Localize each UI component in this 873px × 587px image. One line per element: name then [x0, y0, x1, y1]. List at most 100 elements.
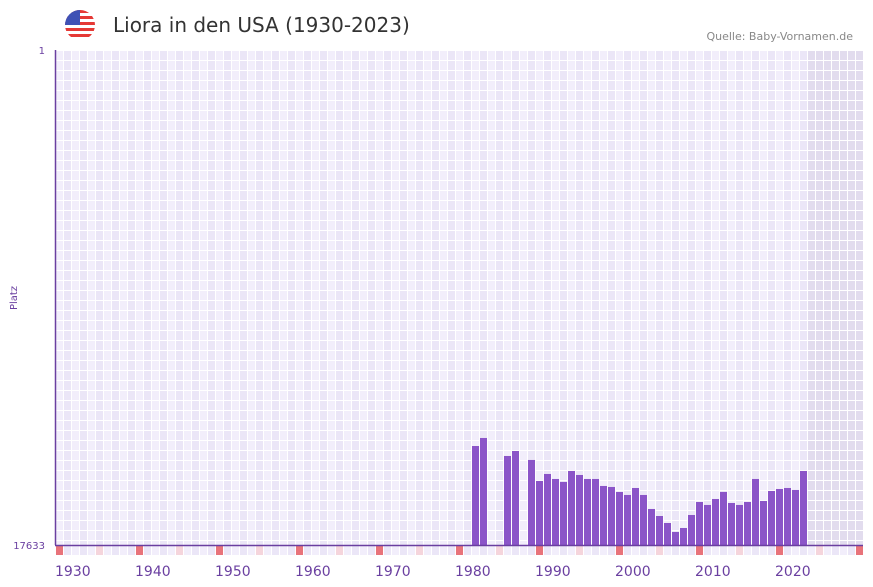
source-link[interactable]: Quelle: Baby-Vornamen.de — [706, 30, 853, 43]
grid-cell — [776, 421, 783, 430]
grid-cell — [80, 281, 87, 290]
grid-cell — [736, 141, 743, 150]
grid-cell — [384, 71, 391, 80]
grid-cell — [464, 471, 471, 480]
grid-cell — [504, 71, 511, 80]
grid-cell — [280, 541, 287, 545]
grid-cell — [664, 171, 671, 180]
grid-cell — [824, 301, 831, 310]
grid-cell — [736, 281, 743, 290]
grid-cell — [632, 291, 639, 300]
grid-cell — [376, 91, 383, 100]
grid-cell — [768, 171, 775, 180]
grid-cell — [632, 441, 639, 450]
grid-cell — [816, 61, 823, 70]
grid-cell — [288, 131, 295, 140]
grid-cell — [552, 51, 559, 60]
grid-cell — [512, 111, 519, 120]
grid-cell — [232, 521, 239, 530]
grid-cell — [248, 291, 255, 300]
grid-cell — [336, 281, 343, 290]
grid-cell — [792, 221, 799, 230]
grid-cell — [816, 211, 823, 220]
grid-cell — [216, 151, 223, 160]
grid-cell — [624, 161, 631, 170]
grid-cell — [576, 241, 583, 250]
grid-cell — [848, 51, 855, 60]
grid-cell — [64, 541, 71, 545]
grid-cell — [480, 51, 487, 60]
grid-cell — [552, 71, 559, 80]
grid-cell — [288, 191, 295, 200]
grid-cell — [496, 91, 503, 100]
grid-cell — [296, 521, 303, 530]
grid-cell — [456, 261, 463, 270]
grid-cell — [168, 321, 175, 330]
grid-cell — [704, 111, 711, 120]
grid-cell — [824, 191, 831, 200]
grid-cell — [240, 371, 247, 380]
grid-cell — [688, 131, 695, 140]
grid-cell — [832, 111, 839, 120]
grid-cell — [784, 111, 791, 120]
grid-cell — [672, 101, 679, 110]
grid-cell — [336, 431, 343, 440]
grid-cell — [280, 191, 287, 200]
grid-cell — [720, 211, 727, 220]
grid-cell — [608, 111, 615, 120]
grid-cell — [184, 221, 191, 230]
grid-cell — [128, 191, 135, 200]
grid-cell — [664, 231, 671, 240]
grid-cell — [208, 401, 215, 410]
grid-cell — [160, 501, 167, 510]
grid-cell — [504, 181, 511, 190]
grid-cell — [752, 261, 759, 270]
grid-cell — [640, 321, 647, 330]
grid-cell — [160, 301, 167, 310]
grid-cell — [72, 271, 79, 280]
grid-cell — [272, 231, 279, 240]
grid-cell — [576, 291, 583, 300]
grid-cell — [816, 271, 823, 280]
grid-cell — [528, 81, 535, 90]
grid-cell — [704, 131, 711, 140]
grid-cell — [488, 451, 495, 460]
grid-cell — [832, 81, 839, 90]
grid-cell — [736, 121, 743, 130]
grid-cell — [80, 381, 87, 390]
grid-cell — [136, 271, 143, 280]
grid-cell — [840, 351, 847, 360]
grid-cell — [208, 121, 215, 130]
grid-cell — [808, 491, 815, 500]
grid-cell — [712, 401, 719, 410]
grid-cell — [688, 361, 695, 370]
grid-cell — [744, 441, 751, 450]
grid-cell — [96, 91, 103, 100]
grid-cell — [328, 161, 335, 170]
grid-cell — [304, 381, 311, 390]
grid-cell — [728, 131, 735, 140]
grid-cell — [200, 441, 207, 450]
grid-cell — [568, 261, 575, 270]
grid-cell — [136, 441, 143, 450]
grid-cell — [336, 511, 343, 520]
grid-cell — [352, 151, 359, 160]
grid-cell — [136, 151, 143, 160]
grid-cell — [784, 291, 791, 300]
grid-cell — [376, 531, 383, 540]
grid-cell — [520, 501, 527, 510]
grid-cell — [384, 121, 391, 130]
grid-cell — [496, 491, 503, 500]
grid-cell — [576, 161, 583, 170]
grid-cell — [280, 411, 287, 420]
grid-cell — [816, 341, 823, 350]
grid-cell — [632, 471, 639, 480]
grid-cell — [512, 301, 519, 310]
grid-cell — [216, 351, 223, 360]
grid-cell — [336, 501, 343, 510]
grid-cell — [304, 121, 311, 130]
grid-cell — [696, 211, 703, 220]
grid-cell — [616, 381, 623, 390]
grid-cell — [568, 201, 575, 210]
grid-cell — [288, 471, 295, 480]
